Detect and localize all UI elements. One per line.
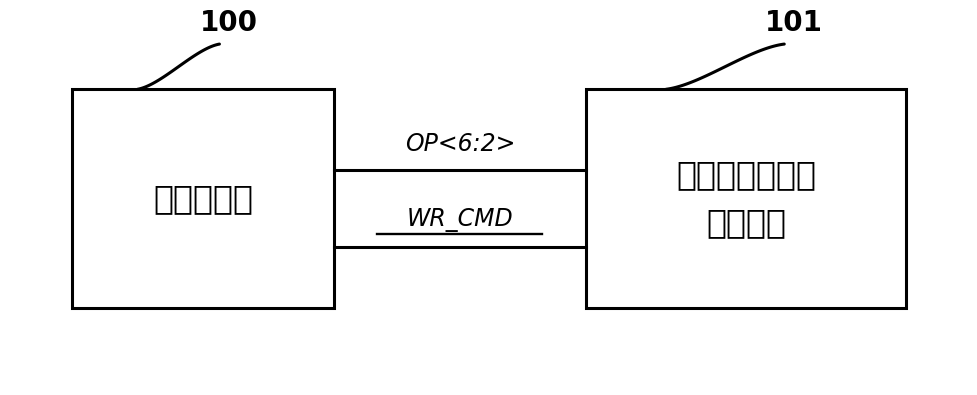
Text: OP<6:2>: OP<6:2> [404, 132, 515, 156]
Bar [72, 89, 333, 308]
Text: 模式寄存器: 模式寄存器 [152, 182, 253, 215]
Text: 写命令执行时长
控制电路: 写命令执行时长 控制电路 [675, 158, 815, 239]
Text: WR_CMD: WR_CMD [406, 208, 513, 232]
Bar [585, 89, 905, 308]
Text: 101: 101 [764, 9, 822, 36]
Text: 100: 100 [200, 9, 258, 36]
